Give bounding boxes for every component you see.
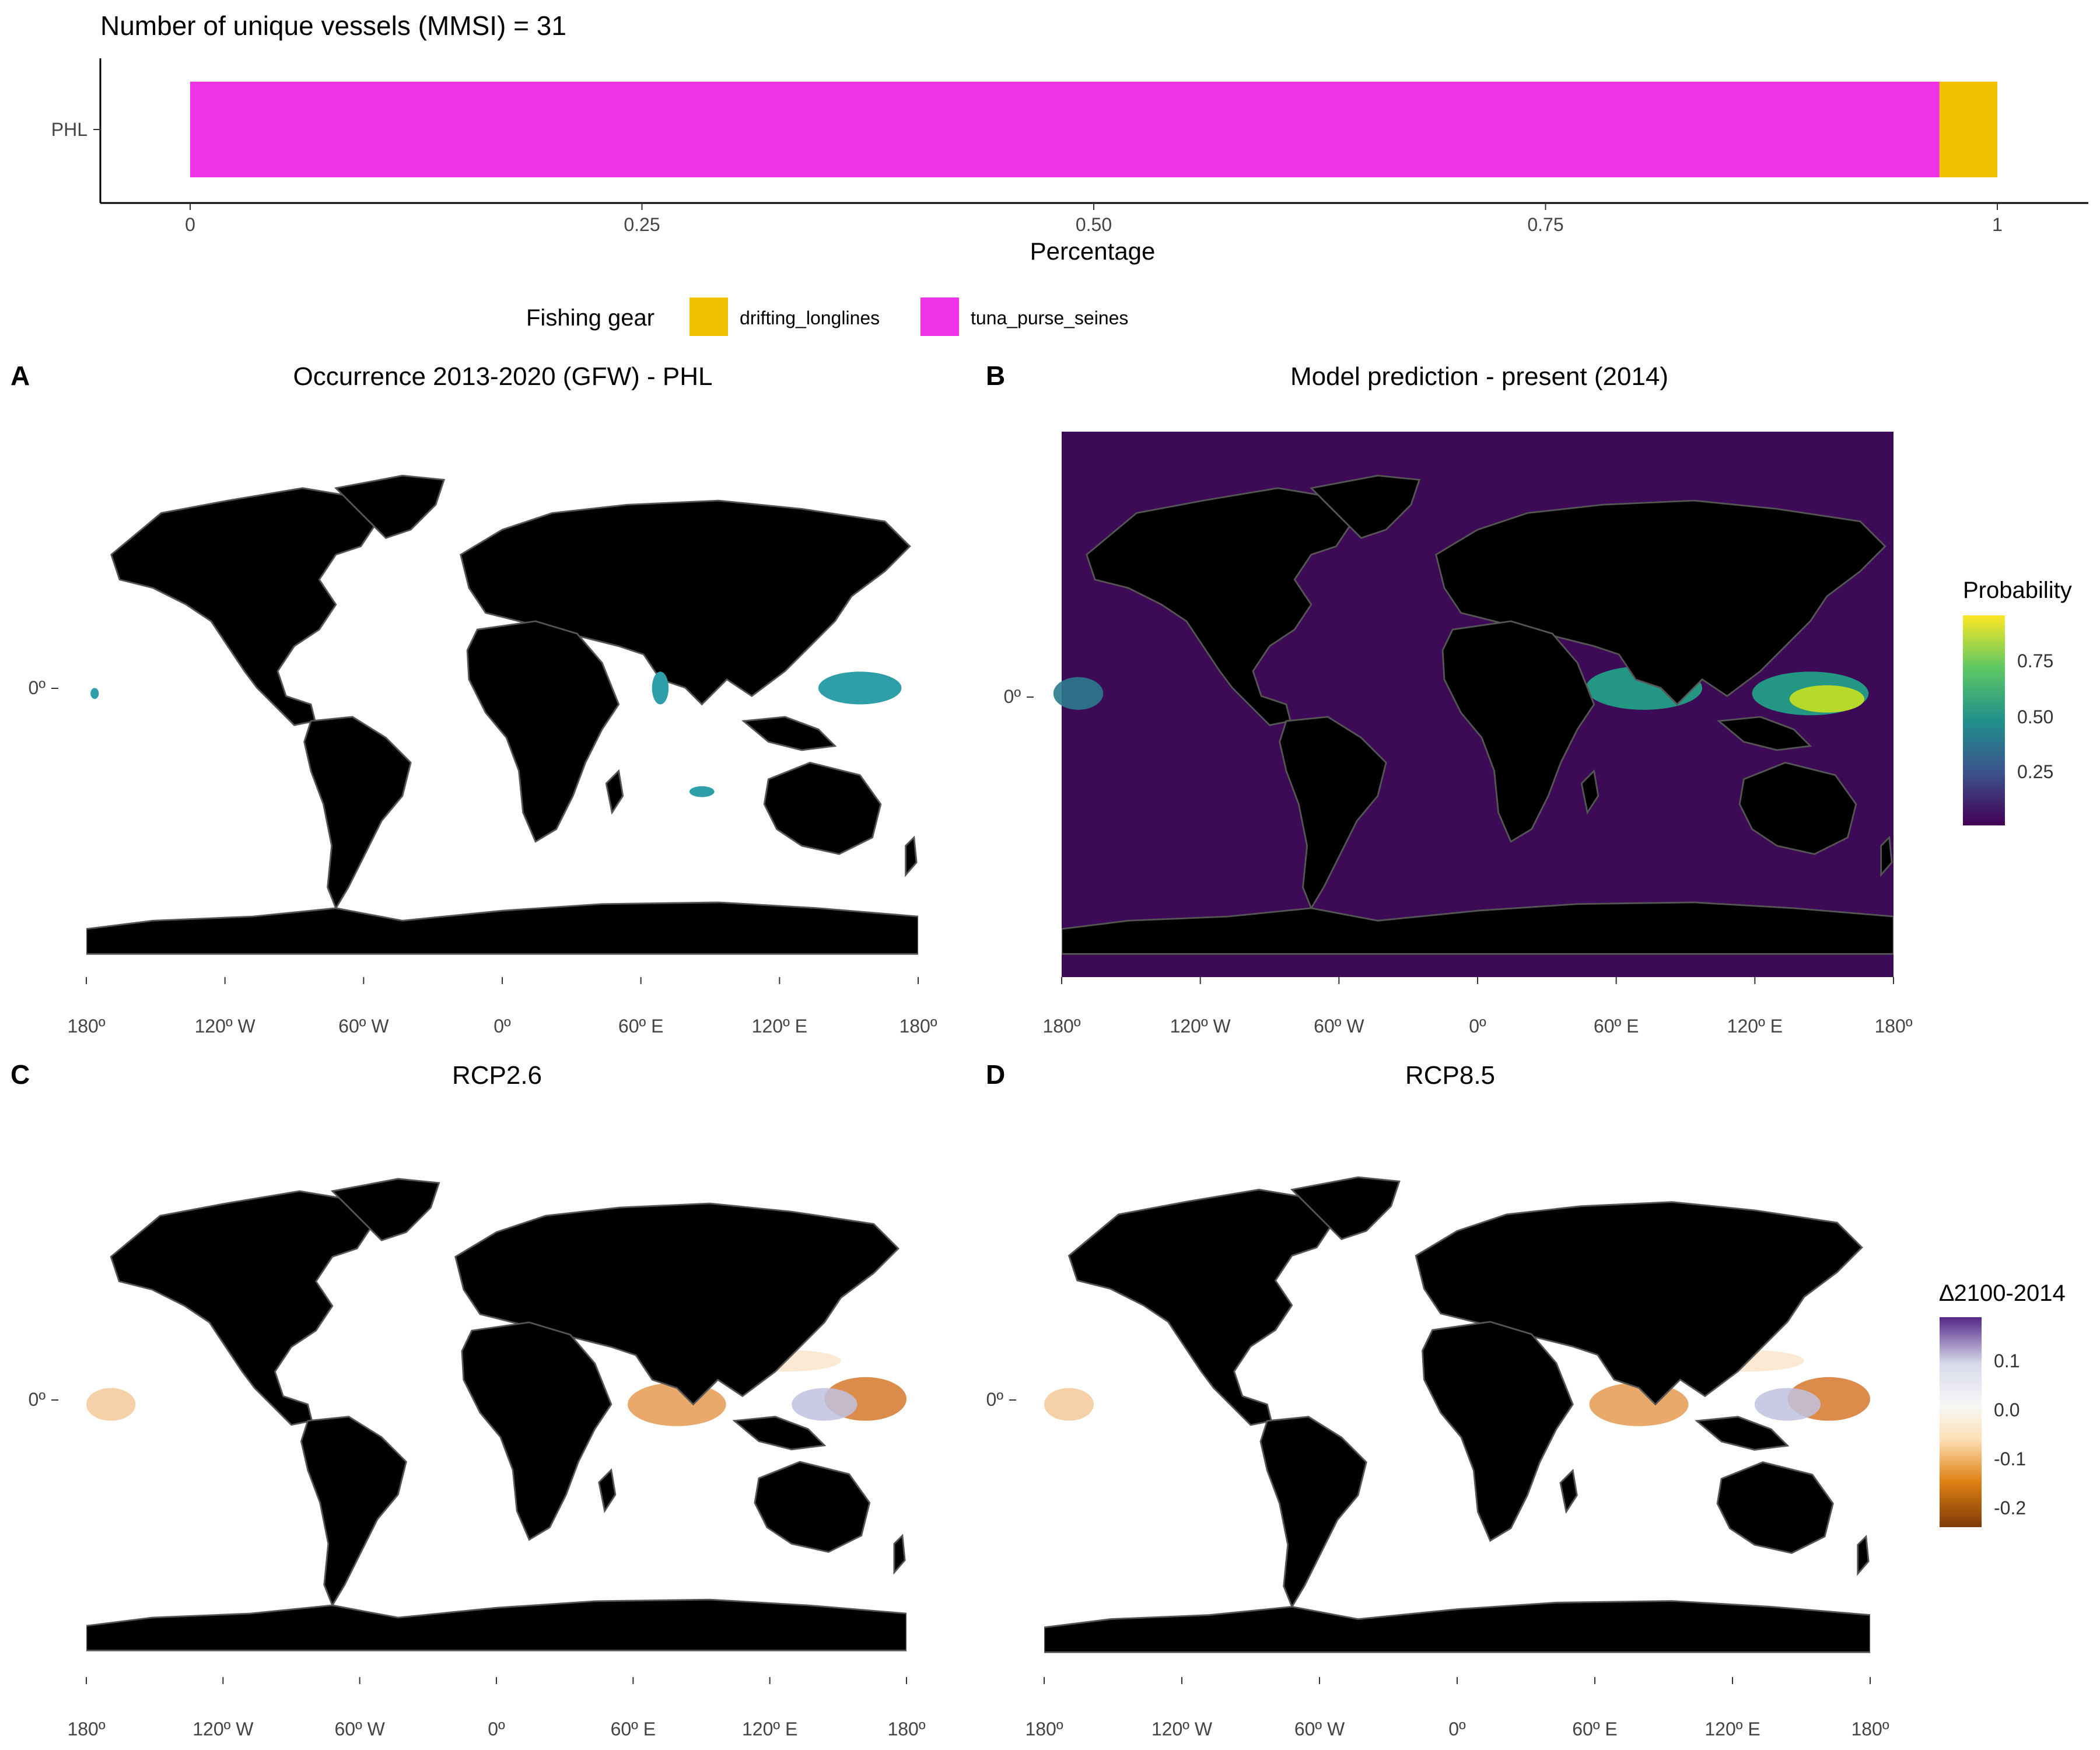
x-tick-label: 0	[185, 214, 195, 235]
lon-tick-label: 120º W	[192, 1718, 254, 1740]
lat-tick-label: 0º	[29, 677, 46, 698]
change-hotspot	[1044, 1388, 1094, 1421]
delta-tick-neg01: -0.1	[1994, 1448, 2026, 1469]
top-chart-bars	[190, 82, 1997, 177]
lon-tick-label: 60º W	[334, 1718, 385, 1740]
x-tick-label: 0.75	[1527, 214, 1563, 235]
x-tick-label: 0.25	[624, 214, 660, 235]
delta-legend-title: ∆2100-2014	[1940, 1280, 2066, 1306]
panel-letter: D	[986, 1059, 1005, 1090]
panel-letter: C	[10, 1059, 30, 1090]
lon-tick-label: 60º W	[1314, 1016, 1364, 1037]
probability-legend: Probability 0.75 0.50 0.25	[1963, 578, 2072, 825]
lat-tick-label: 0º	[986, 1389, 1004, 1410]
lon-tick-label: 60º E	[618, 1016, 664, 1037]
bar-drifting-longlines	[1939, 82, 1997, 177]
lon-tick-label: 120º E	[752, 1016, 807, 1037]
panel-title: RCP2.6	[452, 1061, 542, 1090]
lon-tick-label: 60º E	[1594, 1016, 1639, 1037]
delta-tick-00: 0.0	[1994, 1399, 2020, 1420]
lon-tick-label: 120º E	[1704, 1718, 1760, 1740]
map-panel-a: A Occurrence 2013-2020 (GFW) - PHL 180º 120…	[10, 360, 937, 1037]
panel-letter: A	[10, 360, 30, 391]
top-chart-xlabel: Percentage	[1030, 237, 1156, 265]
lon-tick-label: 180º	[887, 1718, 925, 1740]
lon-tick-label: 120º W	[195, 1016, 256, 1037]
probability-hotspot	[1053, 677, 1104, 710]
lon-tick-label: 0º	[1448, 1718, 1466, 1740]
lon-tick-label: 180º	[67, 1718, 105, 1740]
probability-tick-050: 0.50	[2017, 706, 2053, 727]
top-chart-ticks: 0 0.25 0.50 0.75 1	[185, 203, 2003, 235]
lon-tick-label: 180º	[1042, 1016, 1080, 1037]
top-chart-title: Number of unique vessels (MMSI) = 31	[100, 10, 566, 41]
map-panel-c: C RCP2.6 180º 120º W 60º W 0º 60º E 120º E 180º 0…	[10, 1059, 926, 1740]
legend-swatch-tuna-purse-seines	[921, 298, 959, 336]
change-hotspot	[1589, 1382, 1689, 1426]
continents-map	[1044, 1176, 1870, 1653]
legend-label-tuna-purse-seines: tuna_purse_seines	[971, 307, 1128, 328]
continents-map	[86, 474, 918, 955]
delta-tick-neg02: -0.2	[1994, 1497, 2026, 1518]
top-bar-chart: Number of unique vessels (MMSI) = 31 PHL…	[51, 10, 2088, 336]
occurrence-cluster	[689, 786, 715, 797]
lon-tick-label: 180º	[67, 1016, 105, 1037]
lon-tick-label: 60º E	[1572, 1718, 1618, 1740]
fishing-gear-legend-title: Fishing gear	[526, 305, 654, 331]
map-panels: A Occurrence 2013-2020 (GFW) - PHL 180º 120…	[10, 360, 1913, 1740]
lon-tick-label: 180º	[1851, 1718, 1889, 1740]
lon-tick-label: 0º	[488, 1718, 505, 1740]
legend-label-drifting-longlines: drifting_longlines	[740, 307, 880, 328]
occurrence-cluster	[818, 671, 902, 705]
change-hotspot	[792, 1388, 858, 1421]
lon-tick-label: 0º	[1469, 1016, 1486, 1037]
probability-colorbar	[1963, 615, 2005, 825]
panel-title: Occurrence 2013-2020 (GFW) - PHL	[293, 362, 713, 391]
occurrence-cluster	[652, 671, 669, 705]
x-tick-label: 1	[1992, 214, 2003, 235]
x-tick-label: 0.50	[1076, 214, 1112, 235]
lon-tick-label: 0º	[494, 1016, 511, 1037]
legend-swatch-drifting-longlines	[690, 298, 728, 336]
top-chart-category-label: PHL	[51, 119, 88, 140]
panel-title: RCP8.5	[1405, 1061, 1495, 1090]
continents-map	[86, 1178, 907, 1651]
lon-tick-label: 180º	[1025, 1718, 1063, 1740]
lon-tick-label: 180º	[1874, 1016, 1912, 1037]
delta-tick-01: 0.1	[1994, 1350, 2020, 1371]
lon-tick-label: 60º E	[611, 1718, 656, 1740]
panel-letter: B	[986, 360, 1005, 391]
lat-tick-label: 0º	[29, 1389, 46, 1410]
change-hotspot	[1754, 1388, 1821, 1421]
map-panel-d: D RCP8.5 180º 120º W 60º W 0º 60º E 120º E 180º 0…	[986, 1059, 1889, 1740]
bar-tuna-purse-seines	[190, 82, 1940, 177]
delta-legend: ∆2100-2014 0.1 0.0 -0.1 -0.2	[1940, 1280, 2066, 1527]
map-panel-b: B Model prediction - present (2014) 180º 12…	[986, 360, 1913, 1037]
change-hotspot	[86, 1388, 136, 1421]
probability-hotspot	[1789, 685, 1865, 713]
panel-title: Model prediction - present (2014)	[1290, 362, 1668, 391]
lon-tick-label: 120º W	[1152, 1718, 1213, 1740]
lon-tick-label: 60º W	[338, 1016, 389, 1037]
probability-legend-title: Probability	[1963, 578, 2072, 603]
lon-tick-label: 120º W	[1170, 1016, 1231, 1037]
lon-tick-label: 120º E	[1727, 1016, 1783, 1037]
lon-tick-label: 120º E	[742, 1718, 797, 1740]
lon-tick-label: 60º W	[1294, 1718, 1345, 1740]
occurrence-cluster	[90, 688, 99, 699]
probability-tick-025: 0.25	[2017, 761, 2053, 782]
delta-colorbar	[1940, 1317, 1982, 1527]
probability-tick-075: 0.75	[2017, 650, 2053, 671]
lat-tick-label: 0º	[1004, 686, 1021, 707]
lon-tick-label: 180º	[899, 1016, 937, 1037]
